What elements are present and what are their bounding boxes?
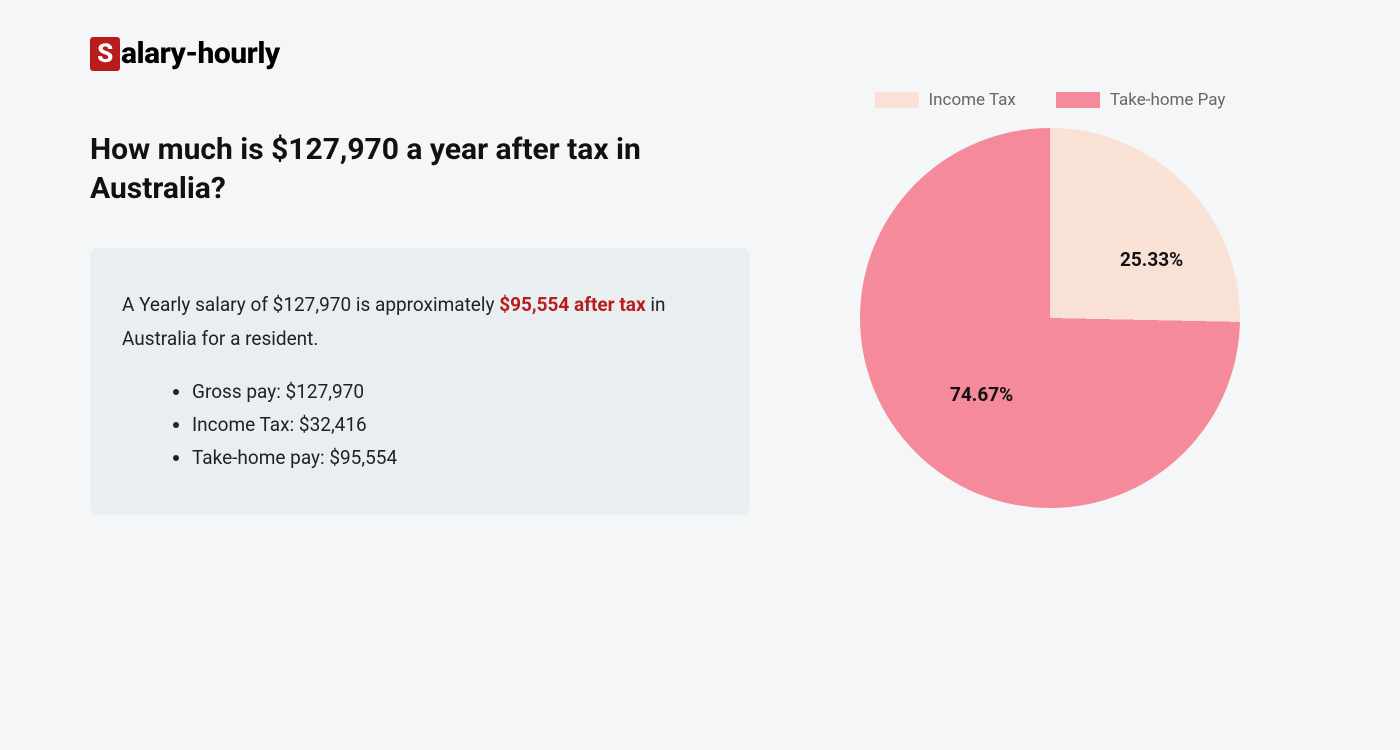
page-title: How much is $127,970 a year after tax in… <box>90 130 750 208</box>
logo-badge: S <box>90 37 120 71</box>
breakdown-list: Gross pay: $127,970 Income Tax: $32,416 … <box>122 380 718 469</box>
breakdown-item: Gross pay: $127,970 <box>192 380 718 403</box>
legend-label: Income Tax <box>929 90 1016 110</box>
legend-label: Take-home Pay <box>1110 90 1226 110</box>
breakdown-value: $95,554 <box>329 446 397 469</box>
pie-chart <box>860 128 1240 508</box>
breakdown-value: $32,416 <box>299 413 367 436</box>
logo-text: alary-hourly <box>121 36 280 71</box>
slice-label-income-tax: 25.33% <box>1120 248 1183 271</box>
summary-pre: A Yearly salary of $127,970 is approxima… <box>122 293 499 316</box>
legend-item: Take-home Pay <box>1056 90 1226 110</box>
breakdown-label: Income Tax <box>192 413 290 436</box>
breakdown-label: Gross pay <box>192 380 276 403</box>
slice-label-take-home: 74.67% <box>950 383 1013 406</box>
breakdown-value: $127,970 <box>286 380 365 403</box>
summary-highlight: $95,554 after tax <box>499 293 645 316</box>
pie-container: 25.33% 74.67% <box>860 128 1240 508</box>
chart-legend: Income Tax Take-home Pay <box>790 90 1310 110</box>
breakdown-item: Income Tax: $32,416 <box>192 413 718 436</box>
site-logo: Salary-hourly <box>90 36 280 71</box>
breakdown-item: Take-home pay: $95,554 <box>192 446 718 469</box>
legend-item: Income Tax <box>875 90 1016 110</box>
summary-sentence: A Yearly salary of $127,970 is approxima… <box>122 288 718 356</box>
content-column: How much is $127,970 a year after tax in… <box>90 130 750 515</box>
breakdown-label: Take-home pay <box>192 446 320 469</box>
legend-swatch <box>875 92 919 108</box>
summary-box: A Yearly salary of $127,970 is approxima… <box>90 248 750 515</box>
pie-chart-region: Income Tax Take-home Pay 25.33% 74.67% <box>790 90 1310 650</box>
legend-swatch <box>1056 92 1100 108</box>
